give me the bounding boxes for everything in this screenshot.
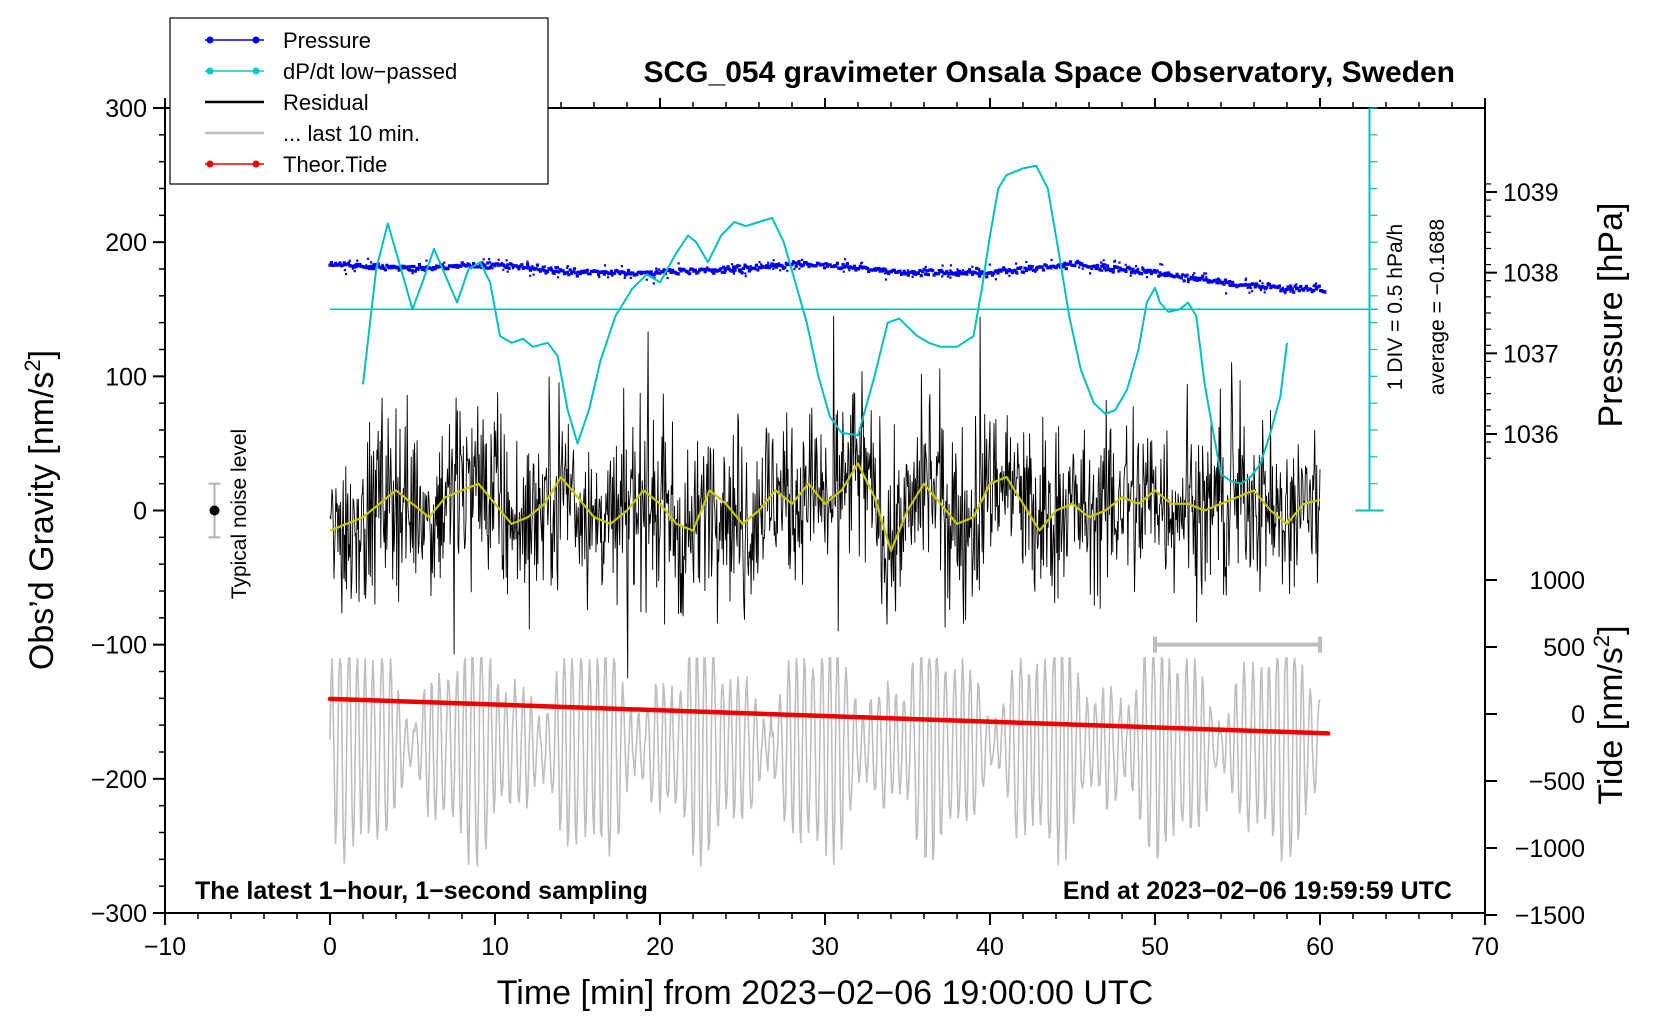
residual-smoothed-line <box>329 462 1321 552</box>
pressure-tick-label: 1039 <box>1503 179 1559 207</box>
x-tick-label: 10 <box>481 933 509 961</box>
legend-item-2: Residual <box>205 90 369 115</box>
y-axis-title-pressure: Pressure [hPa] <box>1592 203 1630 428</box>
dpdt-line <box>362 164 1288 485</box>
footer-left-text: The latest 1−hour, 1−second sampling <box>195 877 648 905</box>
legend-item-0: Pressure <box>205 28 371 53</box>
y-tick-label: −200 <box>91 766 147 794</box>
legend-marker-1 <box>206 67 214 75</box>
x-tick-label: 70 <box>1471 933 1499 961</box>
tide-tick-label: 500 <box>1543 634 1585 662</box>
tide-tick-label: −1000 <box>1515 835 1585 863</box>
residual-series <box>329 315 1321 679</box>
x-tick-label: 40 <box>976 933 1004 961</box>
chart-title: SCG_054 gravimeter Onsala Space Observat… <box>644 56 1456 89</box>
legend-label-1: dP/dt low−passed <box>283 59 457 84</box>
legend-item-3: ... last 10 min. <box>205 121 420 146</box>
y-tick-label: 300 <box>105 95 147 123</box>
x-tick-label: 50 <box>1141 933 1169 961</box>
y-tick-label: −100 <box>91 632 147 660</box>
y-axis-title-tide-sup: 2 <box>1589 635 1614 647</box>
y-axis-title-tide-main: Tide [nm/s <box>1592 647 1630 804</box>
noise-level-label: Typical noise level <box>228 429 251 599</box>
legend-label-0: Pressure <box>283 28 371 53</box>
pressure-tick-label: 1036 <box>1503 421 1559 449</box>
y-tick-label: −300 <box>91 900 147 928</box>
y-tick-label: 0 <box>133 498 147 526</box>
y-tick-label: 200 <box>105 229 147 257</box>
tide-line <box>327 696 1331 736</box>
dpdt-average-label: average = −0.1688 <box>1426 219 1449 395</box>
x-axis-title: Time [min] from 2023−02−06 19:00:00 UTC <box>497 974 1153 1012</box>
pressure-tick-label: 1037 <box>1503 340 1559 368</box>
tide-tick-label: −1500 <box>1515 902 1585 930</box>
axes: −10 0 10 20 30 40 50 60 703002001000−100−200−300… <box>91 95 1585 961</box>
y-tick-label: 100 <box>105 363 147 391</box>
noise-level-indicator <box>208 482 221 539</box>
legend-marker-1 <box>252 67 260 75</box>
y-axis-title-left-main: Obs’d Gravity [nm/s <box>23 372 61 671</box>
last10-series <box>329 636 1322 867</box>
x-tick-label: 0 <box>323 933 337 961</box>
tide-tick-label: −500 <box>1529 768 1585 796</box>
y-axis-title-tide: Tide [nm/s2] <box>1589 625 1630 804</box>
legend-item-4: Theor.Tide <box>205 152 387 177</box>
legend-item-1: dP/dt low−passed <box>205 59 457 84</box>
tide-series <box>327 696 1331 736</box>
x-tick-label: 60 <box>1306 933 1334 961</box>
residual-line <box>329 315 1321 679</box>
tide-tick-label: 1000 <box>1529 567 1585 595</box>
legend-marker-0 <box>252 36 260 44</box>
last10-line <box>329 655 1321 867</box>
footer-right-text: End at 2023−02−06 19:59:59 UTC <box>1063 877 1452 905</box>
pressure-series <box>328 257 1327 295</box>
noise-dot <box>209 505 220 516</box>
y-axis-title-left-sup: 2 <box>20 359 45 371</box>
dpdt-scale-label: 1 DIV = 0.5 hPa/h <box>1384 224 1407 390</box>
legend: Pressure dP/dt low−passed Residual ... last… <box>169 17 549 185</box>
legend-marker-4 <box>206 160 214 168</box>
pressure-tick-label: 1038 <box>1503 260 1559 288</box>
legend-marker-4 <box>252 160 260 168</box>
legend-label-3: ... last 10 min. <box>283 121 420 146</box>
dpdt-series <box>330 107 1384 512</box>
x-tick-label: 20 <box>646 933 674 961</box>
y-axis-title-left: Obs’d Gravity [nm/s2] <box>20 350 61 670</box>
legend-label-2: Residual <box>283 90 369 115</box>
x-tick-label: 30 <box>811 933 839 961</box>
y-axis-title-left-end: ] <box>23 350 61 359</box>
legend-marker-0 <box>206 36 214 44</box>
x-tick-label: −10 <box>144 933 186 961</box>
pressure-scatter-dots <box>343 257 1318 295</box>
y-axis-title-tide-end: ] <box>1592 625 1630 634</box>
residual-smoothed-series <box>329 462 1321 552</box>
legend-label-4: Theor.Tide <box>283 152 387 177</box>
tide-tick-label: 0 <box>1571 701 1585 729</box>
